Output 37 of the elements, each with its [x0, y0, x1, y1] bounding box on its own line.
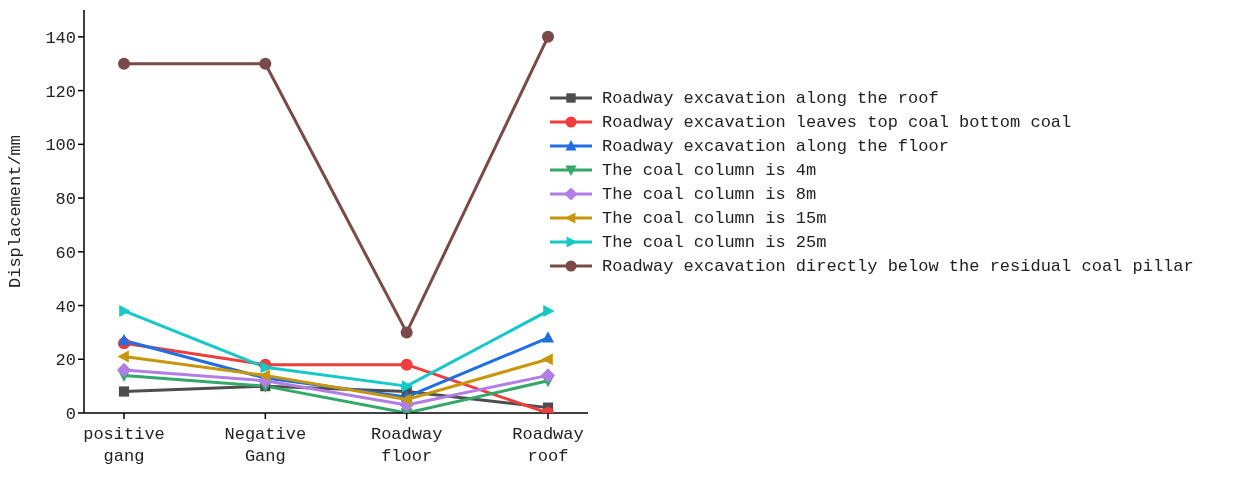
legend-label: The coal column is 8m — [602, 184, 817, 204]
legend-label: The coal column is 4m — [602, 160, 817, 180]
point — [116, 362, 132, 378]
y-tick-label: 20 — [55, 351, 76, 371]
legend-label: Roadway excavation directly below the residual coal pillar — [602, 256, 1194, 276]
legend-label: Roadway excavation along the floor — [602, 136, 949, 156]
point — [542, 331, 554, 343]
x-tick-label: positive gang — [83, 425, 165, 466]
point — [118, 333, 130, 346]
point — [542, 30, 554, 43]
y-tick-label: 0 — [65, 405, 76, 425]
y-tick-label: 60 — [55, 243, 76, 263]
point — [401, 380, 414, 393]
y-tick-label: 140 — [45, 28, 76, 48]
point — [118, 386, 130, 397]
point — [400, 358, 413, 371]
point — [119, 304, 131, 317]
point — [541, 353, 553, 366]
point — [117, 350, 129, 363]
legend-label: The coal column is 15m — [602, 208, 827, 228]
y-axis-title: Displacement/mm — [6, 134, 26, 289]
point — [118, 57, 130, 70]
x-tick-label: Negative Gang — [224, 425, 307, 466]
x-tick-label: Roadway floor — [370, 425, 443, 466]
y-tick-label: 40 — [55, 297, 76, 317]
point — [400, 393, 412, 406]
y-tick-label: 100 — [45, 136, 76, 156]
point — [400, 326, 413, 339]
y-tick-label: 120 — [45, 82, 76, 102]
legend-label: The coal column is 25m — [602, 232, 827, 252]
x-tick-label: Roadway roof — [512, 425, 584, 466]
legend-label: Roadway excavation along the roof — [602, 88, 939, 108]
y-tick-label: 80 — [55, 190, 76, 210]
point — [543, 304, 555, 317]
legend-label: Roadway excavation leaves top coal bottom coal — [602, 112, 1072, 132]
point — [540, 368, 556, 383]
point — [259, 57, 272, 70]
